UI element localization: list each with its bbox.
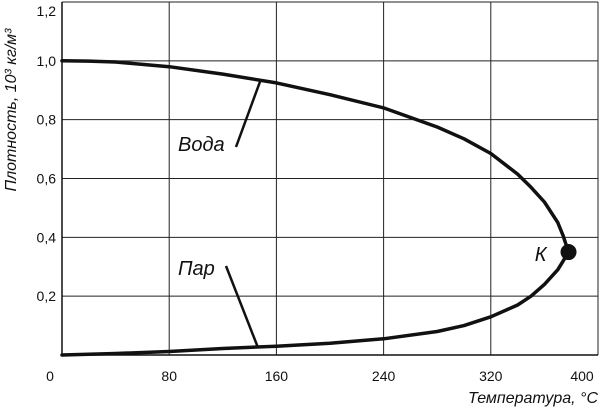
y-tick-label: 0,4 (37, 229, 57, 245)
labels: К Вода Пар (178, 80, 548, 348)
y-tick-label: 1,0 (37, 53, 57, 69)
steam-label: Пар (178, 258, 215, 280)
x-tick-label: 160 (265, 368, 289, 384)
x-tick-label: 320 (479, 368, 503, 384)
critical-point-marker (560, 244, 577, 261)
series-curve-steam (60, 250, 571, 357)
y-tick-label: 0,8 (37, 112, 57, 128)
y-axis-title: Плотность, 10³ кг/м³ (3, 28, 20, 192)
y-tick-label: 0,2 (37, 288, 57, 304)
x-tick-label: 0 (46, 368, 54, 384)
series-curve-water (60, 59, 571, 254)
critical-point-label: К (535, 244, 548, 266)
grid (62, 1, 599, 355)
y-tick-label: 0,6 (37, 171, 57, 187)
series (60, 59, 577, 357)
x-tick-label: 240 (372, 368, 396, 384)
x-axis-title: Температура, °C (468, 390, 598, 407)
water-leader-line (234, 80, 262, 148)
x-tick-label: 80 (161, 368, 177, 384)
steam-leader-line (224, 265, 259, 348)
water-label: Вода (178, 134, 225, 156)
x-tick-label: 400 (570, 368, 594, 384)
y-tick-label: 1,2 (37, 3, 57, 19)
